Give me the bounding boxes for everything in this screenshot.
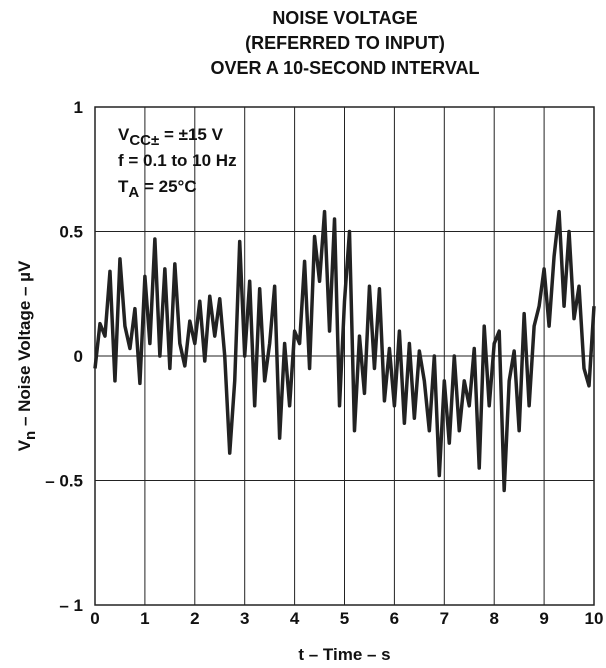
annotation-sub: A [128, 184, 139, 201]
x-tick-label: 0 [90, 609, 99, 628]
annotation: VCC± = ±15 V [118, 125, 224, 149]
annotation-part: = 25°C [139, 177, 196, 196]
chart-title: OVER A 10-SECOND INTERVAL [210, 58, 479, 78]
chart-title: NOISE VOLTAGE [272, 8, 417, 28]
y-axis-label-sub: n [22, 431, 39, 440]
annotation-part: = ±15 V [159, 125, 223, 144]
annotation-part: T [118, 177, 129, 196]
x-tick-label: 5 [340, 609, 349, 628]
x-tick-label: 9 [539, 609, 548, 628]
x-tick-label: 4 [290, 609, 300, 628]
annotation-sub: CC± [129, 132, 159, 149]
annotation-part: V [118, 125, 130, 144]
x-tick-label: 1 [140, 609, 149, 628]
y-tick-label: 0 [74, 347, 83, 366]
x-axis-label: t – Time – s [298, 645, 390, 664]
annotation: TA = 25°C [118, 177, 197, 201]
y-axis-label: Vn – Noise Voltage – µV [15, 260, 39, 451]
annotation-part: f = 0.1 to 10 Hz [118, 151, 237, 170]
x-tick-label: 6 [390, 609, 399, 628]
y-tick-label: 0.5 [59, 223, 83, 242]
y-tick-label: – 1 [59, 596, 83, 615]
y-axis-label-part: – Noise Voltage – µV [15, 260, 34, 431]
noise-line [93, 209, 596, 493]
x-tick-label: 3 [240, 609, 249, 628]
chart-title: (REFERRED TO INPUT) [245, 33, 445, 53]
annotation: f = 0.1 to 10 Hz [118, 151, 237, 170]
x-tick-label: 10 [585, 609, 604, 628]
y-tick-label: 1 [74, 98, 83, 117]
x-tick-label: 2 [190, 609, 199, 628]
x-tick-label: 7 [440, 609, 449, 628]
y-tick-label: – 0.5 [45, 472, 83, 491]
y-axis-label-part: V [15, 439, 34, 451]
x-tick-label: 8 [489, 609, 498, 628]
